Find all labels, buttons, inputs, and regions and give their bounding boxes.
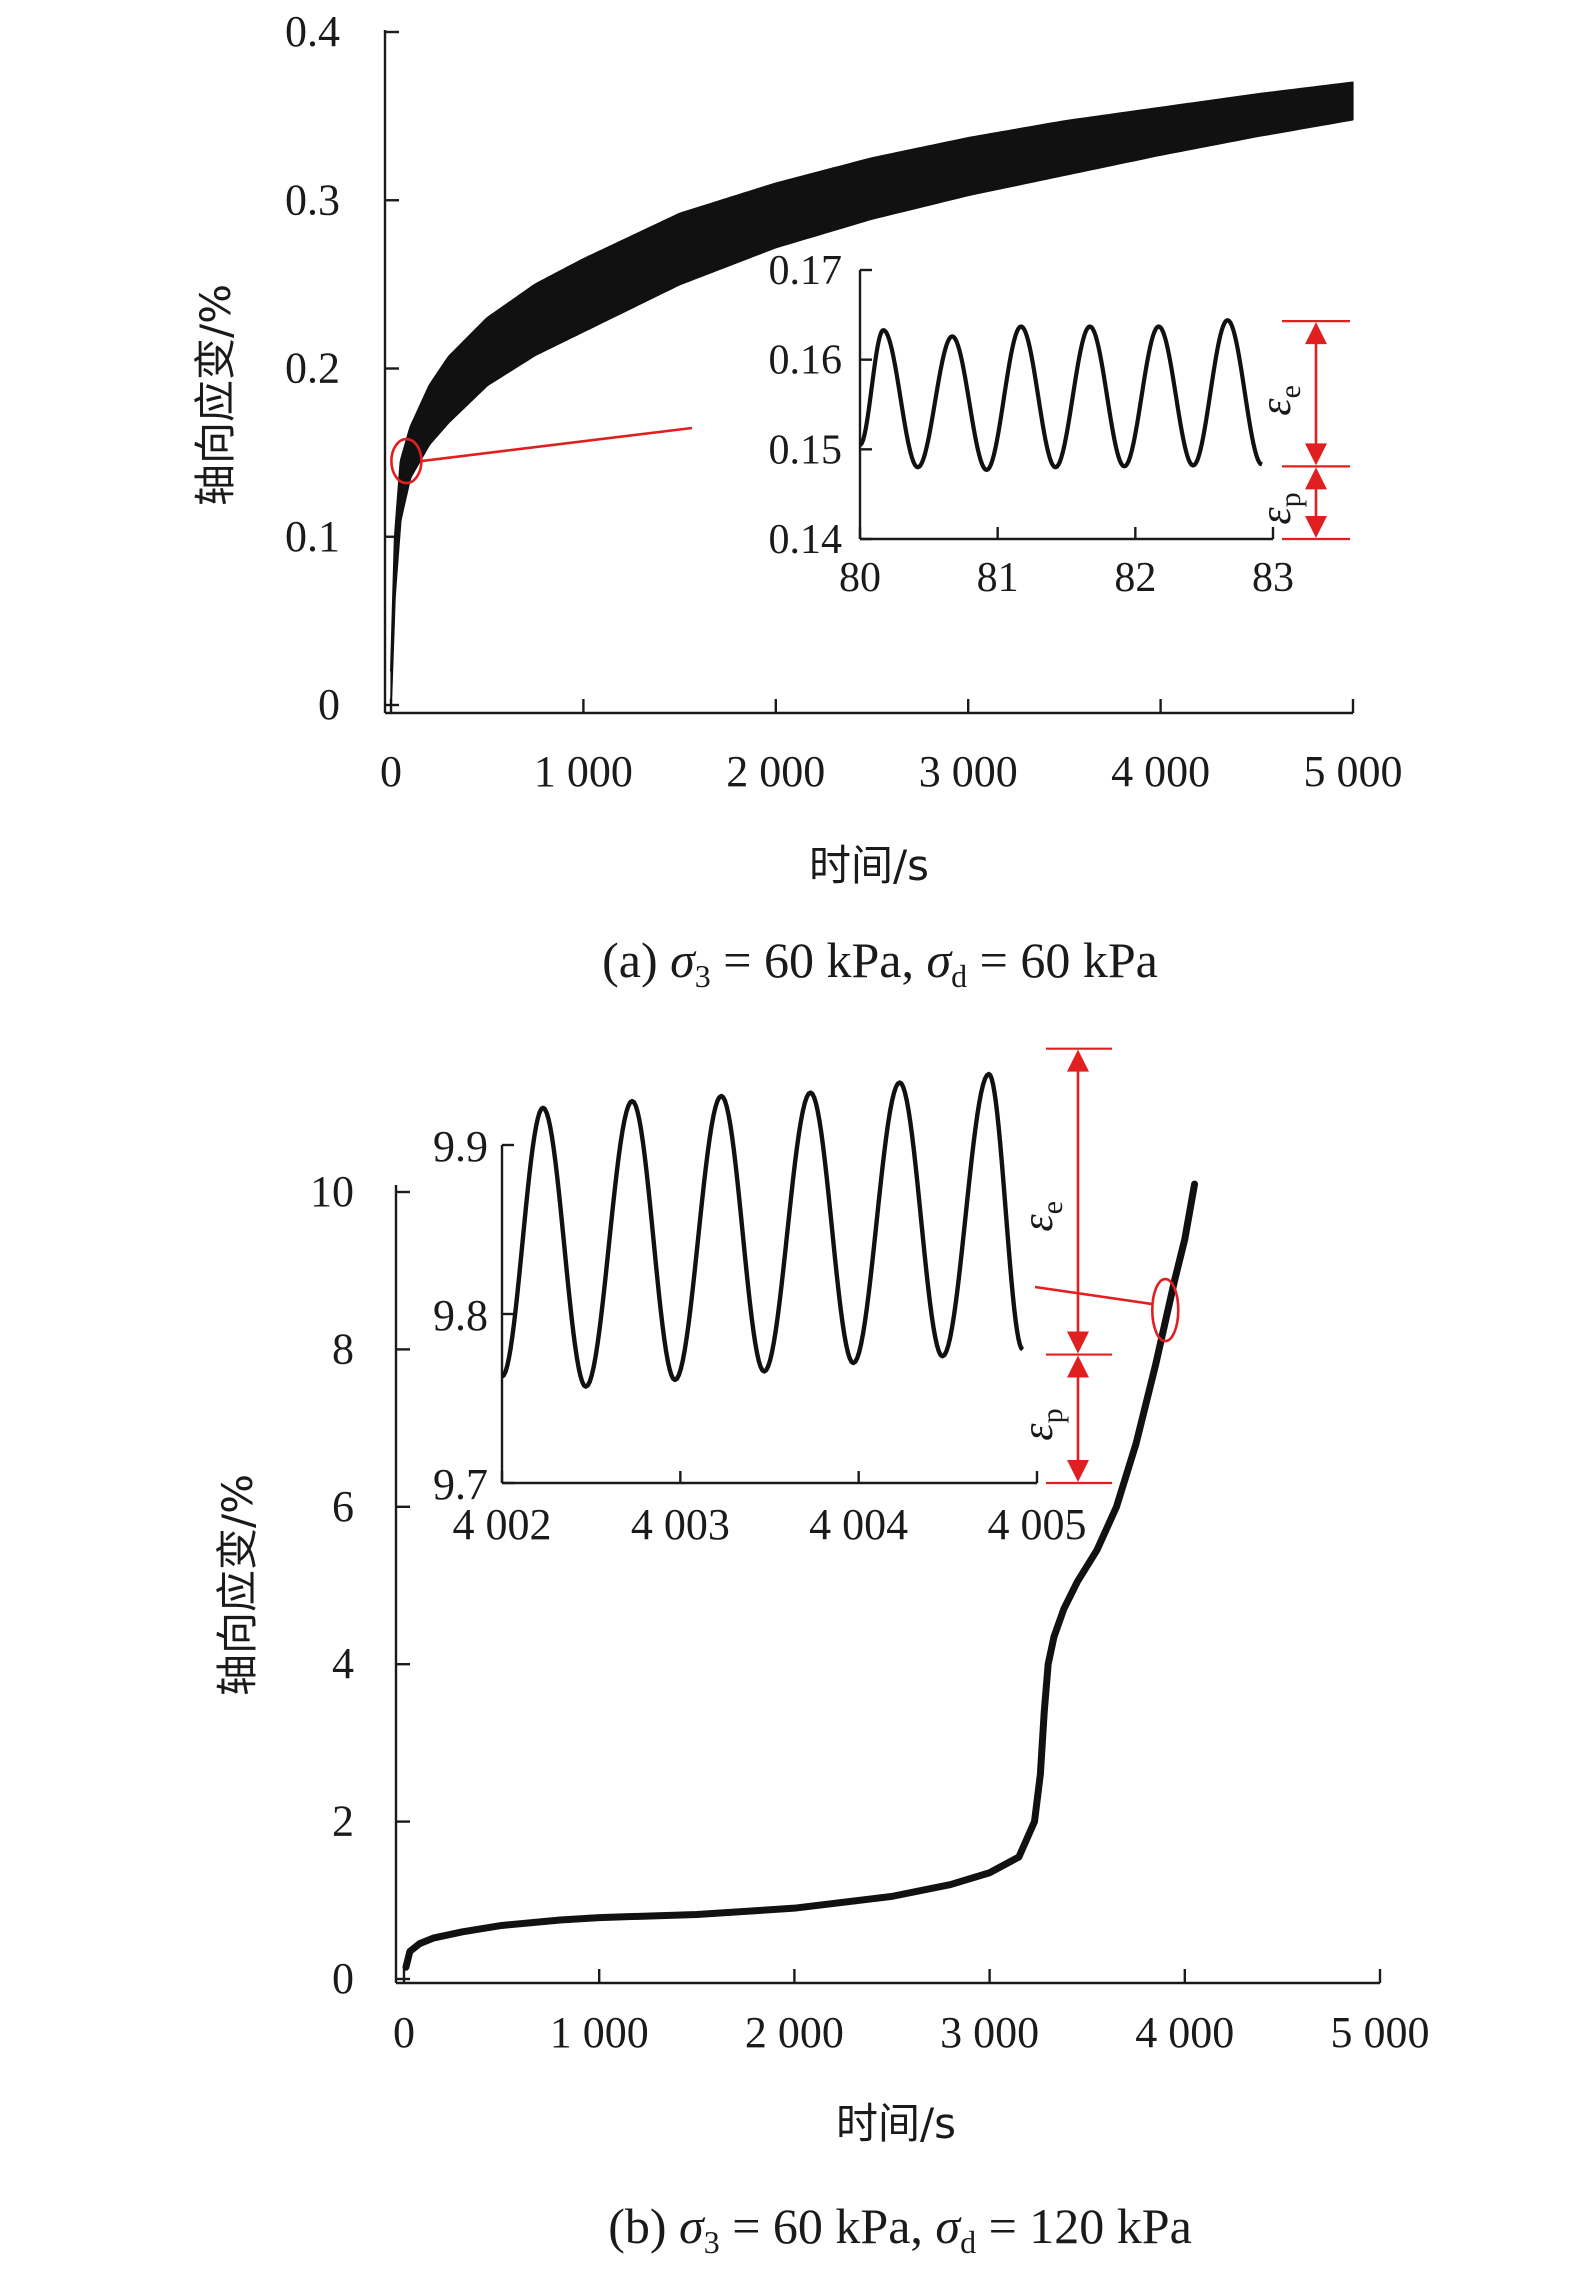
chart-a-inset-xtick-label: 83 — [1252, 555, 1294, 601]
chart-a-caption: (a) σ3 = 60 kPa, σd = 60 kPa — [602, 932, 1158, 994]
chart-b-inset-ytick-label: 9.8 — [433, 1291, 488, 1340]
chart-b-xlabel: 时间/s — [836, 2099, 956, 2148]
chart-b-caption-part-6: = 120 kPa — [976, 2198, 1192, 2254]
chart-a-caption-part-1: σ — [670, 932, 697, 988]
chart-a-ytick-label: 0.2 — [285, 344, 340, 393]
chart-b-inset-ytick-label: 9.7 — [433, 1460, 488, 1509]
chart-a-inset-ytick-label: 0.16 — [769, 338, 843, 384]
chart-a-zoom-connector — [421, 426, 693, 463]
chart-a-caption-part-6: = 60 kPa — [967, 932, 1158, 988]
chart-b-ee-symbol: ε — [1013, 1214, 1062, 1232]
chart-a-upper-envelope — [390, 81, 1354, 672]
chart-b-ep-sub: p — [1036, 1408, 1069, 1423]
chart-b-ytick-label: 4 — [332, 1639, 354, 1688]
chart-a-inset-ytick-label: 0.15 — [769, 427, 843, 473]
chart-b-ytick-label: 10 — [310, 1167, 354, 1216]
chart-a-xtick-label: 2 000 — [726, 747, 825, 796]
chart-a-ee-sub: e — [1274, 385, 1307, 398]
chart-b-xtick-label: 5 000 — [1331, 2008, 1430, 2057]
chart-b-inset-wave — [500, 1071, 1025, 1389]
chart-a-ytick-label: 0.3 — [285, 175, 340, 224]
chart-b-ep-arrow-down — [1067, 1460, 1089, 1482]
chart-a: 0 1 000 2 000 3 000 4 000 5 000 0 0.1 0.2 0.3 0.4 时… — [191, 7, 1403, 890]
chart-b-ee-arrow-down — [1067, 1331, 1089, 1354]
chart-b-inset-xtick-label: 4 002 — [453, 1500, 552, 1549]
chart-b-inset-xtick-label: 4 003 — [631, 1500, 730, 1549]
chart-a-ytick-label: 0 — [318, 680, 340, 729]
chart-b-ylabel: 轴向应变/% — [213, 1474, 262, 1696]
chart-b-ytick-label: 2 — [332, 1797, 354, 1846]
chart-b-ep-arrow-up — [1067, 1355, 1089, 1378]
chart-a-ep-label: εp — [1251, 492, 1307, 524]
chart-a-inset-ytick-label: 0.14 — [769, 517, 843, 563]
chart-a-xtick-label: 1 000 — [534, 747, 633, 796]
chart-b-ee-arrow-up — [1067, 1049, 1089, 1072]
chart-b-caption-part-4: σ — [935, 2198, 962, 2254]
chart-b-caption-part-1: σ — [679, 2198, 706, 2254]
chart-b-ep-symbol: ε — [1013, 1423, 1062, 1441]
chart-b-ytick-label: 8 — [332, 1324, 354, 1373]
chart-a-caption-part-0: (a) — [602, 932, 670, 988]
chart-b-ep-label: εp — [1013, 1408, 1069, 1440]
chart-a-xtick-label: 5 000 — [1304, 747, 1403, 796]
chart-b-xtick-label: 0 — [393, 2008, 415, 2057]
chart-b-xtick-label: 3 000 — [940, 2008, 1039, 2057]
chart-a-ee-label: εe — [1251, 385, 1307, 416]
chart-a-ep-arrow-up — [1305, 467, 1327, 490]
chart-a-ep-sub: p — [1274, 492, 1307, 507]
chart-b-caption: (b) σ3 = 60 kPa, σd = 120 kPa — [608, 2198, 1192, 2260]
chart-b-inset-ytick-label: 9.9 — [433, 1122, 488, 1171]
chart-a-xtick-label: 0 — [380, 747, 402, 796]
chart-a-ytick-label: 0.1 — [285, 512, 340, 561]
chart-a-ytick-label: 0.4 — [285, 7, 340, 56]
chart-a-lower-envelope — [390, 118, 1354, 706]
chart-a-inset-ytick-label: 0.17 — [769, 248, 843, 294]
chart-a-caption-part-2: 3 — [695, 958, 711, 994]
chart-a-ee-arrow-up — [1305, 322, 1327, 345]
chart-b-inset-xtick-label: 4 005 — [988, 1500, 1087, 1549]
chart-b: 0 1 000 2 000 3 000 4 000 5 000 0 2 4 6 8 10 时间/s 轴向应… — [213, 1047, 1430, 2148]
chart-b-caption-part-2: 3 — [704, 2224, 720, 2260]
chart-a-ylabel: 轴向应变/% — [191, 284, 240, 506]
chart-b-ytick-label: 6 — [332, 1482, 354, 1531]
chart-a-xlabel: 时间/s — [809, 841, 929, 890]
chart-a-caption-part-4: σ — [927, 932, 954, 988]
chart-b-xtick-label: 1 000 — [550, 2008, 649, 2057]
chart-b-ee-sub: e — [1036, 1201, 1069, 1214]
chart-a-ep-arrow-down — [1305, 516, 1327, 538]
chart-a-xtick-label: 4 000 — [1111, 747, 1210, 796]
chart-b-inset-xtick-label: 4 004 — [809, 1500, 908, 1549]
chart-a-inset-xtick-label: 80 — [839, 555, 881, 601]
chart-b-strain-curve — [402, 1180, 1199, 1971]
chart-b-zoom-marker — [1150, 1277, 1180, 1343]
chart-a-caption-part-3: = 60 kPa, — [711, 932, 927, 988]
chart-a-ee-symbol: ε — [1251, 398, 1300, 416]
chart-a-inset-wave — [858, 318, 1263, 473]
chart-a-ee-arrow-down — [1305, 443, 1327, 466]
chart-a-inset-xtick-label: 81 — [977, 555, 1019, 601]
chart-b-caption-part-5: d — [960, 2224, 976, 2260]
chart-b-zoom-connector — [1034, 1285, 1153, 1306]
chart-b-caption-part-0: (b) — [608, 2198, 679, 2254]
chart-b-ytick-label: 0 — [332, 1954, 354, 2003]
chart-b-caption-part-3: = 60 kPa, — [720, 2198, 936, 2254]
chart-a-ep-symbol: ε — [1251, 507, 1300, 525]
chart-b-ee-label: εe — [1013, 1201, 1069, 1232]
chart-b-xtick-label: 4 000 — [1135, 2008, 1234, 2057]
chart-a-inset-xtick-label: 82 — [1114, 555, 1156, 601]
chart-a-xtick-label: 3 000 — [919, 747, 1018, 796]
chart-b-xtick-label: 2 000 — [745, 2008, 844, 2057]
chart-a-caption-part-5: d — [951, 958, 967, 994]
